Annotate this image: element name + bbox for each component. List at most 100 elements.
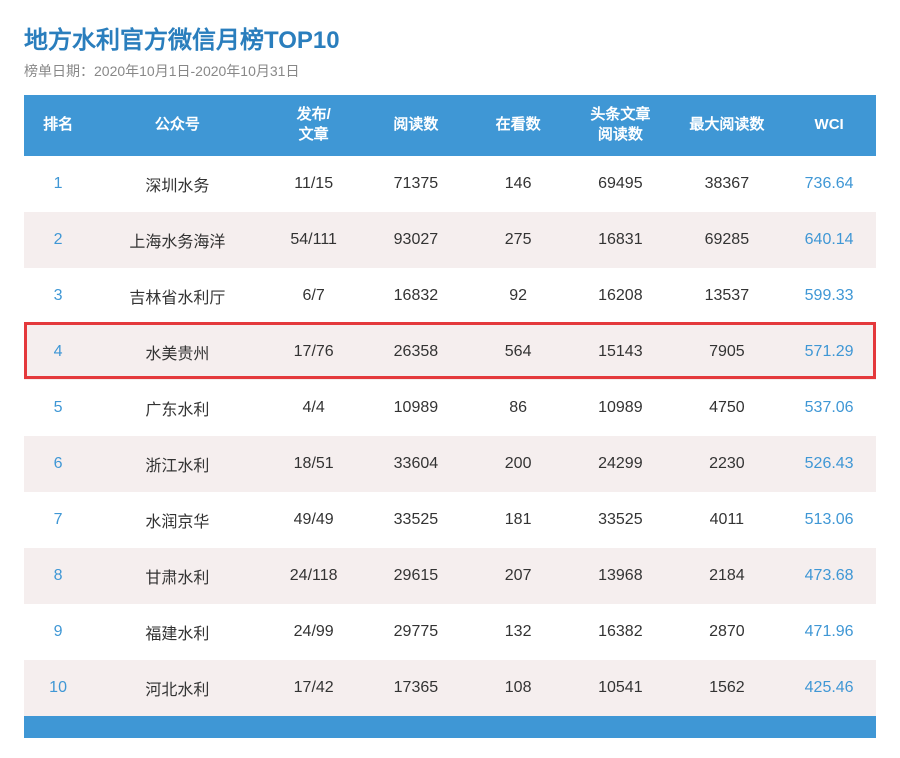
cell-name: 福建水利 xyxy=(92,604,262,660)
table-row: 9福建水利24/9929775132163822870471.96 xyxy=(24,604,876,660)
cell-max: 7905 xyxy=(671,324,782,380)
cell-pub: 49/49 xyxy=(263,492,365,548)
col-header-read: 阅读数 xyxy=(365,95,467,156)
cell-pub: 18/51 xyxy=(263,436,365,492)
ranking-table-wrap: 排名公众号发布/文章阅读数在看数头条文章阅读数最大阅读数WCI 1深圳水务11/… xyxy=(24,95,876,738)
cell-wci: 471.96 xyxy=(782,604,876,660)
table-row: 2上海水务海洋54/111930272751683169285640.14 xyxy=(24,212,876,268)
table-body: 1深圳水务11/15713751466949538367736.642上海水务海… xyxy=(24,156,876,716)
cell-max: 4011 xyxy=(671,492,782,548)
cell-wci: 640.14 xyxy=(782,212,876,268)
cell-pub: 6/7 xyxy=(263,268,365,324)
page-title: 地方水利官方微信月榜TOP10 xyxy=(24,20,876,55)
cell-max: 69285 xyxy=(671,212,782,268)
cell-name: 浙江水利 xyxy=(92,436,262,492)
cell-wci: 736.64 xyxy=(782,156,876,212)
cell-rank: 1 xyxy=(24,156,92,212)
table-row: 6浙江水利18/5133604200242992230526.43 xyxy=(24,436,876,492)
cell-head: 13968 xyxy=(569,548,671,604)
cell-read: 29775 xyxy=(365,604,467,660)
cell-read: 10989 xyxy=(365,380,467,436)
cell-max: 13537 xyxy=(671,268,782,324)
cell-name: 上海水务海洋 xyxy=(92,212,262,268)
cell-rank: 6 xyxy=(24,436,92,492)
cell-max: 2870 xyxy=(671,604,782,660)
cell-wci: 526.43 xyxy=(782,436,876,492)
cell-max: 4750 xyxy=(671,380,782,436)
cell-wci: 571.29 xyxy=(782,324,876,380)
cell-head: 10989 xyxy=(569,380,671,436)
col-header-head: 头条文章阅读数 xyxy=(569,95,671,156)
cell-head: 69495 xyxy=(569,156,671,212)
ranking-table: 排名公众号发布/文章阅读数在看数头条文章阅读数最大阅读数WCI 1深圳水务11/… xyxy=(24,95,876,716)
cell-max: 38367 xyxy=(671,156,782,212)
col-header-rank: 排名 xyxy=(24,95,92,156)
col-header-wci: WCI xyxy=(782,95,876,156)
cell-rank: 3 xyxy=(24,268,92,324)
table-header: 排名公众号发布/文章阅读数在看数头条文章阅读数最大阅读数WCI xyxy=(24,95,876,156)
cell-read: 33604 xyxy=(365,436,467,492)
cell-max: 2230 xyxy=(671,436,782,492)
table-row: 3吉林省水利厅6/716832921620813537599.33 xyxy=(24,268,876,324)
cell-rank: 8 xyxy=(24,548,92,604)
cell-pub: 24/118 xyxy=(263,548,365,604)
cell-look: 275 xyxy=(467,212,569,268)
cell-head: 16382 xyxy=(569,604,671,660)
cell-rank: 10 xyxy=(24,660,92,716)
cell-head: 24299 xyxy=(569,436,671,492)
cell-name: 广东水利 xyxy=(92,380,262,436)
cell-read: 29615 xyxy=(365,548,467,604)
table-row: 1深圳水务11/15713751466949538367736.64 xyxy=(24,156,876,212)
cell-pub: 11/15 xyxy=(263,156,365,212)
cell-max: 2184 xyxy=(671,548,782,604)
cell-read: 93027 xyxy=(365,212,467,268)
cell-look: 200 xyxy=(467,436,569,492)
cell-read: 16832 xyxy=(365,268,467,324)
cell-look: 564 xyxy=(467,324,569,380)
cell-name: 水润京华 xyxy=(92,492,262,548)
cell-look: 146 xyxy=(467,156,569,212)
table-row: 10河北水利17/4217365108105411562425.46 xyxy=(24,660,876,716)
col-header-look: 在看数 xyxy=(467,95,569,156)
cell-pub: 4/4 xyxy=(263,380,365,436)
cell-name: 水美贵州 xyxy=(92,324,262,380)
cell-name: 吉林省水利厅 xyxy=(92,268,262,324)
cell-wci: 473.68 xyxy=(782,548,876,604)
col-header-name: 公众号 xyxy=(92,95,262,156)
cell-rank: 5 xyxy=(24,380,92,436)
subtitle-date: 2020年10月1日-2020年10月31日 xyxy=(94,63,299,79)
cell-rank: 2 xyxy=(24,212,92,268)
cell-head: 16831 xyxy=(569,212,671,268)
cell-pub: 17/42 xyxy=(263,660,365,716)
subtitle-prefix: 榜单日期： xyxy=(24,63,94,79)
cell-name: 甘肃水利 xyxy=(92,548,262,604)
col-header-pub: 发布/文章 xyxy=(263,95,365,156)
cell-head: 16208 xyxy=(569,268,671,324)
cell-wci: 599.33 xyxy=(782,268,876,324)
cell-look: 207 xyxy=(467,548,569,604)
cell-wci: 425.46 xyxy=(782,660,876,716)
table-row: 7水润京华49/4933525181335254011513.06 xyxy=(24,492,876,548)
cell-rank: 4 xyxy=(24,324,92,380)
table-row: 5广东水利4/41098986109894750537.06 xyxy=(24,380,876,436)
cell-head: 10541 xyxy=(569,660,671,716)
cell-pub: 24/99 xyxy=(263,604,365,660)
cell-head: 33525 xyxy=(569,492,671,548)
cell-read: 33525 xyxy=(365,492,467,548)
cell-rank: 9 xyxy=(24,604,92,660)
cell-name: 河北水利 xyxy=(92,660,262,716)
cell-wci: 537.06 xyxy=(782,380,876,436)
cell-look: 86 xyxy=(467,380,569,436)
cell-read: 17365 xyxy=(365,660,467,716)
cell-look: 108 xyxy=(467,660,569,716)
table-row: 4水美贵州17/7626358564151437905571.29 xyxy=(24,324,876,380)
table-footer-bar xyxy=(24,716,876,738)
cell-pub: 54/111 xyxy=(263,212,365,268)
cell-read: 26358 xyxy=(365,324,467,380)
cell-look: 92 xyxy=(467,268,569,324)
cell-rank: 7 xyxy=(24,492,92,548)
cell-head: 15143 xyxy=(569,324,671,380)
col-header-max: 最大阅读数 xyxy=(671,95,782,156)
cell-name: 深圳水务 xyxy=(92,156,262,212)
cell-look: 181 xyxy=(467,492,569,548)
